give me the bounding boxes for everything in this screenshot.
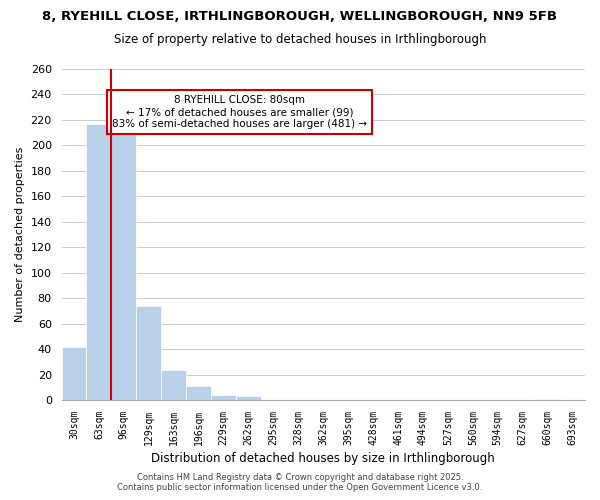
Text: 8 RYEHILL CLOSE: 80sqm
← 17% of detached houses are smaller (99)
83% of semi-det: 8 RYEHILL CLOSE: 80sqm ← 17% of detached… [112,96,367,128]
Bar [186,386,211,400]
Text: Size of property relative to detached houses in Irthlingborough: Size of property relative to detached ho… [114,32,486,46]
Bar [236,396,261,400]
Bar [136,306,161,400]
Y-axis label: Number of detached properties: Number of detached properties [15,147,25,322]
Bar [62,346,86,400]
Bar [535,399,560,400]
Bar [86,124,112,400]
Bar [211,395,236,400]
Bar [112,132,136,400]
X-axis label: Distribution of detached houses by size in Irthlingborough: Distribution of detached houses by size … [151,452,495,465]
Text: Contains HM Land Registry data © Crown copyright and database right 2025.
Contai: Contains HM Land Registry data © Crown c… [118,473,482,492]
Bar [161,370,186,400]
Text: 8, RYEHILL CLOSE, IRTHLINGBOROUGH, WELLINGBOROUGH, NN9 5FB: 8, RYEHILL CLOSE, IRTHLINGBOROUGH, WELLI… [43,10,557,23]
